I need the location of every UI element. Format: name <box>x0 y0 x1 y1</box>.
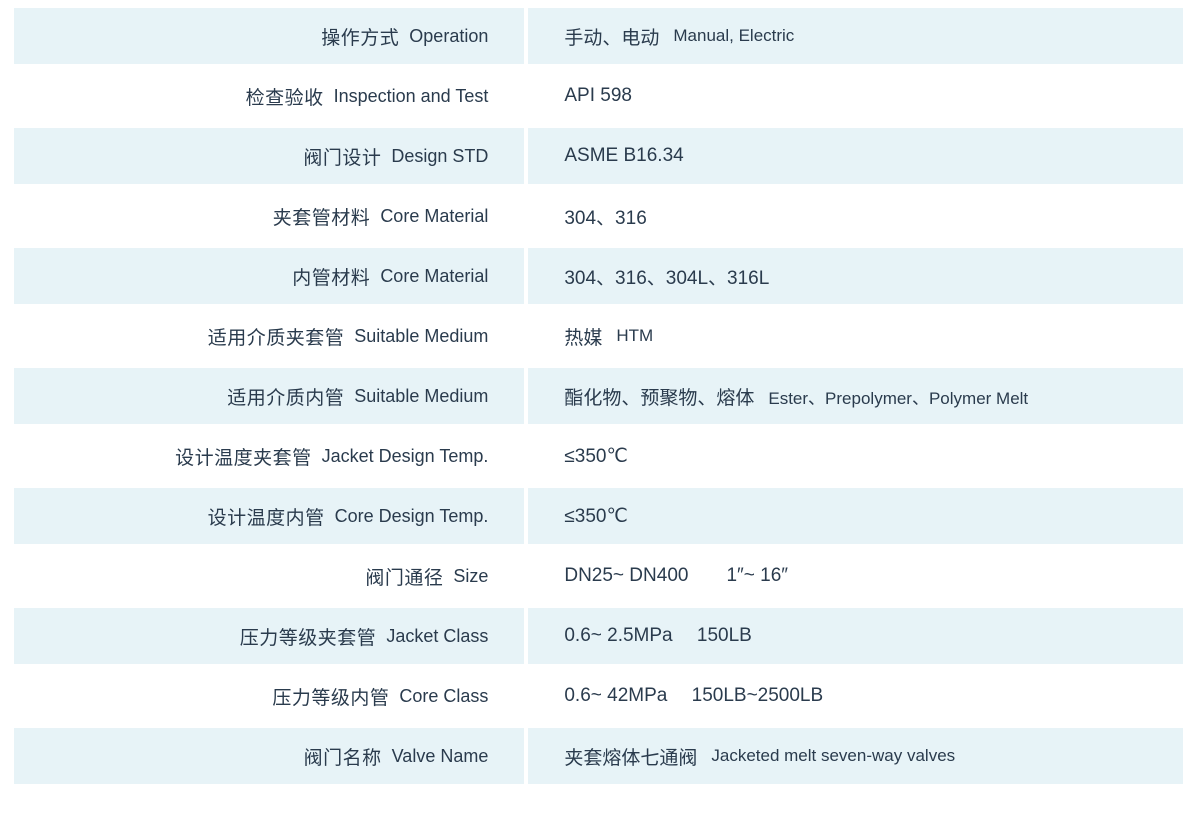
spec-value-cell: 夹套熔体七通阀 Jacketed melt seven-way valves <box>528 728 1183 784</box>
spec-label-cell: 阀门设计 Design STD <box>14 128 528 184</box>
spec-label-en: Core Class <box>399 686 488 707</box>
spec-value-cn: 夹套熔体七通阀 <box>564 743 697 770</box>
spec-label-cn: 检查验收 <box>246 83 324 110</box>
spec-value-cell: 304、316、304L、316L <box>528 248 1183 304</box>
spec-value: 304、316 <box>564 203 646 230</box>
spec-value-cn: 热媒 <box>564 323 602 350</box>
table-row: 适用介质夹套管 Suitable Medium 热媒 HTM <box>14 308 1183 368</box>
spec-label-en: Inspection and Test <box>334 86 489 107</box>
spec-value-en: Manual, Electric <box>673 26 794 46</box>
spec-label-cell: 内管材料 Core Material <box>14 248 528 304</box>
spec-label-en: Operation <box>409 26 488 47</box>
spec-label-en: Core Design Temp. <box>335 506 489 527</box>
spec-value-cell: 0.6~ 2.5MPa 150LB <box>528 608 1183 664</box>
table-row: 压力等级内管 Core Class 0.6~ 42MPa 150LB~2500LB <box>14 668 1183 728</box>
table-row: 适用介质内管 Suitable Medium 酯化物、预聚物、熔体 Ester、Pre… <box>14 368 1183 428</box>
spec-label-cn: 设计温度内管 <box>208 503 325 530</box>
spec-value-cell: 热媒 HTM <box>528 308 1183 364</box>
spec-value-en: Ester、Prepolymer、Polymer Melt <box>768 384 1028 409</box>
spec-label-en: Jacket Design Temp. <box>322 446 489 467</box>
spec-label-cn: 阀门名称 <box>304 743 382 770</box>
spec-label-cn: 操作方式 <box>321 23 399 50</box>
spec-value-cell: ≤350℃ <box>528 428 1183 484</box>
spec-label-en: Core Material <box>380 206 488 227</box>
table-row: 设计温度夹套管 Jacket Design Temp. ≤350℃ <box>14 428 1183 488</box>
spec-value: 304、316、304L、316L <box>564 263 769 290</box>
spec-value: ASME B16.34 <box>564 145 683 167</box>
spec-value-cell: API 598 <box>528 68 1183 124</box>
table-row: 压力等级夹套管 Jacket Class 0.6~ 2.5MPa 150LB <box>14 608 1183 668</box>
spec-label-cn: 阀门通径 <box>365 563 443 590</box>
spec-value-cn: 酯化物、预聚物、熔体 <box>564 383 754 410</box>
spec-label-en: Core Material <box>380 266 488 287</box>
spec-label-en: Jacket Class <box>386 626 488 647</box>
spec-label-cell: 夹套管材料 Core Material <box>14 188 528 244</box>
table-row: 设计温度内管 Core Design Temp. ≤350℃ <box>14 488 1183 548</box>
spec-table: 操作方式 Operation 手动、电动 Manual, Electric 检查验收 In… <box>14 8 1183 788</box>
spec-label-cell: 适用介质内管 Suitable Medium <box>14 368 528 424</box>
spec-value-cell: ASME B16.34 <box>528 128 1183 184</box>
spec-label-en: Suitable Medium <box>354 386 488 407</box>
spec-value-en: HTM <box>616 326 653 346</box>
spec-label-cn: 内管材料 <box>292 263 370 290</box>
spec-value-cell: 酯化物、预聚物、熔体 Ester、Prepolymer、Polymer Melt <box>528 368 1183 424</box>
spec-value: API 598 <box>564 85 632 107</box>
spec-value-cell: 手动、电动 Manual, Electric <box>528 8 1183 64</box>
spec-label-cn: 阀门设计 <box>303 143 381 170</box>
spec-value-cell: ≤350℃ <box>528 488 1183 544</box>
spec-label-cell: 压力等级夹套管 Jacket Class <box>14 608 528 664</box>
table-row: 夹套管材料 Core Material 304、316 <box>14 188 1183 248</box>
spec-label-en: Suitable Medium <box>354 326 488 347</box>
spec-label-cn: 压力等级内管 <box>272 683 389 710</box>
spec-value-en: Jacketed melt seven-way valves <box>711 746 955 766</box>
spec-label-cn: 压力等级夹套管 <box>240 623 377 650</box>
spec-label-en: Size <box>453 566 488 587</box>
spec-label-cn: 适用介质夹套管 <box>208 323 345 350</box>
spec-label-en: Design STD <box>391 146 488 167</box>
spec-label-cell: 阀门通径 Size <box>14 548 528 604</box>
spec-label-cell: 设计温度夹套管 Jacket Design Temp. <box>14 428 528 484</box>
table-row: 阀门通径 Size DN25~ DN400 1″~ 16″ <box>14 548 1183 608</box>
table-row: 阀门设计 Design STD ASME B16.34 <box>14 128 1183 188</box>
spec-value: 0.6~ 2.5MPa 150LB <box>564 625 752 647</box>
spec-label-cn: 设计温度夹套管 <box>175 443 312 470</box>
table-row: 检查验收 Inspection and Test API 598 <box>14 68 1183 128</box>
spec-label-cell: 适用介质夹套管 Suitable Medium <box>14 308 528 364</box>
spec-label-cell: 设计温度内管 Core Design Temp. <box>14 488 528 544</box>
spec-label-cell: 阀门名称 Valve Name <box>14 728 528 784</box>
table-row: 操作方式 Operation 手动、电动 Manual, Electric <box>14 8 1183 68</box>
spec-label-cn: 夹套管材料 <box>273 203 371 230</box>
spec-value: 0.6~ 42MPa 150LB~2500LB <box>564 685 823 707</box>
spec-value: DN25~ DN400 1″~ 16″ <box>564 565 788 587</box>
spec-value: ≤350℃ <box>564 445 627 468</box>
spec-value: ≤350℃ <box>564 505 627 528</box>
spec-value-cn: 手动、电动 <box>564 23 659 50</box>
spec-label-en: Valve Name <box>392 746 489 767</box>
table-row: 阀门名称 Valve Name 夹套熔体七通阀 Jacketed melt seven… <box>14 728 1183 788</box>
spec-label-cell: 操作方式 Operation <box>14 8 528 64</box>
spec-label-cell: 检查验收 Inspection and Test <box>14 68 528 124</box>
spec-label-cell: 压力等级内管 Core Class <box>14 668 528 724</box>
spec-value-cell: 304、316 <box>528 188 1183 244</box>
table-row: 内管材料 Core Material 304、316、304L、316L <box>14 248 1183 308</box>
spec-value-cell: 0.6~ 42MPa 150LB~2500LB <box>528 668 1183 724</box>
spec-value-cell: DN25~ DN400 1″~ 16″ <box>528 548 1183 604</box>
spec-label-cn: 适用介质内管 <box>227 383 344 410</box>
